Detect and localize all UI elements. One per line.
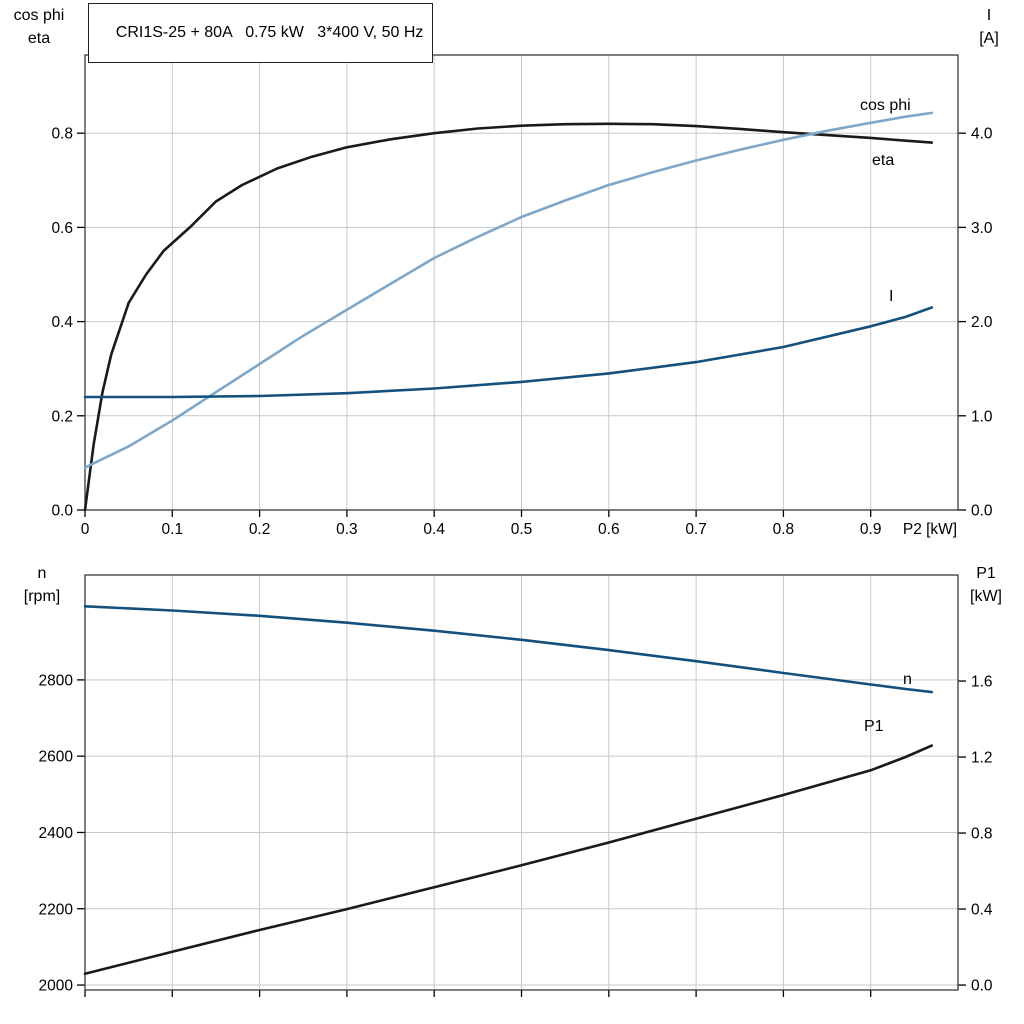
curve-current [83,306,934,399]
left-tick-label: 2800 [39,672,74,689]
left-tick-label: 2400 [39,825,74,842]
chart-title-box: CRI1S-25 + 80A 0.75 kW 3*400 V, 50 Hz [88,3,434,63]
left-tick-label: 0.8 [51,126,73,143]
curve-label-p1: P1 [864,718,884,735]
curve-label-eta: eta [872,152,894,169]
top-right-axis-title: I [A] [960,4,1018,50]
curve-speed [83,604,934,694]
axis-title-eta: eta [27,30,51,47]
axis-title-p1: P1 [976,565,996,582]
x-tick-label: 0.7 [685,521,707,538]
right-tick-label: 0.4 [971,902,993,919]
right-tick-label: 2.0 [971,314,993,331]
top-left-axis-title: cos phi eta [4,4,74,50]
x-axis-label: P2 [kW] [903,521,957,538]
chart-title: CRI1S-25 + 80A 0.75 kW 3*400 V, 50 Hz [115,24,424,41]
curve-label-current: I [889,288,893,305]
axis-title-current: I [986,7,992,24]
x-tick-label: 0.8 [773,521,795,538]
x-tick-label: 0.6 [598,521,620,538]
axis-title-cos-phi: cos phi [13,7,65,24]
curve-label-cos-phi: cos phi [860,97,911,114]
plot-frame [84,54,959,511]
left-tick-label: 2000 [39,978,74,995]
right-tick-label: 1.0 [971,408,993,425]
x-tick-label: 0 [81,521,90,538]
right-tick-label: 0.0 [971,978,993,995]
x-tick-label: 0.2 [249,521,271,538]
left-tick-label: 2200 [39,901,74,918]
x-tick-label: 0.1 [162,521,184,538]
left-tick-label: 2600 [39,749,74,766]
right-tick-label: 3.0 [971,220,993,237]
left-tick-label: 0.2 [51,408,73,425]
plot-frame [84,574,959,991]
axis-title-speed-unit: [rpm] [23,588,61,605]
right-tick-label: 0.8 [971,826,993,843]
bottom-left-axis-title: n [rpm] [10,562,74,608]
right-tick-label: 1.2 [971,750,993,767]
x-tick-label: 0.9 [860,521,882,538]
axis-title-speed: n [37,565,47,582]
right-tick-label: 0.0 [971,503,993,520]
curve-cos-phi [83,111,934,469]
left-tick-label: 0.6 [51,220,73,237]
axis-title-p1-unit: [kW] [970,588,1002,605]
curve-eta [83,122,934,512]
x-tick-label: 0.4 [423,521,445,538]
x-tick-label: 0.5 [511,521,533,538]
bottom-right-axis-title: P1 [kW] [954,562,1018,608]
curve-label-speed: n [903,671,912,688]
left-tick-label: 0.0 [51,503,73,520]
left-tick-label: 0.4 [51,314,73,331]
curve-p1 [83,744,934,976]
axis-title-current-unit: [A] [979,30,999,47]
right-tick-label: 1.6 [971,674,993,691]
x-tick-label: 0.3 [336,521,358,538]
right-tick-label: 4.0 [971,126,993,143]
